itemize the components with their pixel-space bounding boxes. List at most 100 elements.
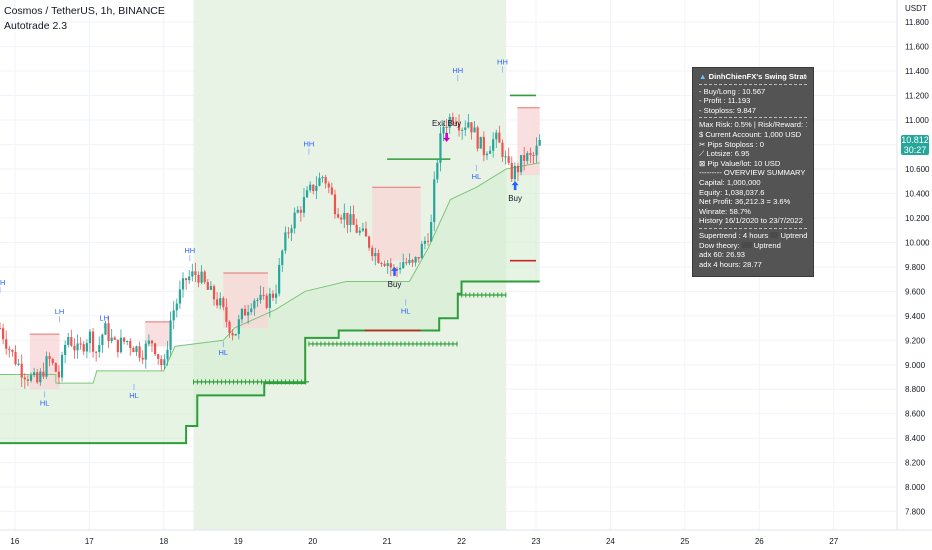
candle-body xyxy=(101,334,104,346)
resistance-zone xyxy=(372,187,421,261)
candle-body xyxy=(504,156,507,158)
price-tick-label: 9.200 xyxy=(905,336,926,345)
date-tick-label: 26 xyxy=(755,537,764,546)
swing-label-hh: HH xyxy=(304,140,315,149)
candle-body xyxy=(79,343,82,345)
symbol-title[interactable]: Cosmos / TetherUS, 1h, BINANCE xyxy=(4,5,165,17)
candle-body xyxy=(95,351,98,353)
candle-body xyxy=(271,293,275,298)
candle-body xyxy=(57,371,61,378)
last-price-tag: 10.812 30:27 xyxy=(901,134,929,155)
current-account: $ Current Account: 1,000 USD xyxy=(699,129,802,139)
candle-body xyxy=(119,337,123,353)
candle-body xyxy=(228,321,231,334)
candle-body xyxy=(113,337,116,340)
candle-body xyxy=(513,165,516,180)
adx-60: adx 60: 26.93 xyxy=(699,250,746,260)
buy-long: - Buy/Long : 10.567 xyxy=(699,86,766,96)
candle-body xyxy=(501,142,504,157)
swing-label-hl: HL xyxy=(401,307,411,316)
candle-body xyxy=(237,319,240,335)
panel-title: DinhChienFX's Swing Strategy xyxy=(708,72,807,81)
candle-body xyxy=(318,177,321,186)
adx-4h: adx 4 hours: 28.77 xyxy=(699,259,762,269)
candle-body xyxy=(247,311,250,316)
candle-body xyxy=(222,298,225,308)
candle-body xyxy=(380,262,383,264)
candle-body xyxy=(529,153,532,156)
candle-body xyxy=(293,212,296,229)
candle-body xyxy=(126,340,129,342)
buy-arrow-icon xyxy=(511,181,519,191)
candle-body xyxy=(147,340,150,344)
candle-body xyxy=(98,345,101,352)
buy-signal-label: Buy xyxy=(388,280,402,289)
date-tick-label: 25 xyxy=(680,537,689,546)
candle-body xyxy=(5,339,8,349)
price-tick-label: 8.200 xyxy=(905,459,926,468)
candle-body xyxy=(178,289,181,304)
candle-body xyxy=(361,228,364,231)
candle-body xyxy=(305,190,309,198)
net-profit: Net Profit: 36,212.3 = 3.6% xyxy=(699,197,791,207)
candle-body xyxy=(532,155,535,157)
candle-body xyxy=(395,268,399,270)
capital: Capital: 1,000,000 xyxy=(699,177,761,187)
candle-body xyxy=(243,308,247,316)
candle-body xyxy=(383,263,386,266)
dow-value: Uptrend xyxy=(753,240,781,250)
divider xyxy=(699,227,807,229)
date-tick-label: 17 xyxy=(85,537,94,546)
date-tick-label: 24 xyxy=(606,537,615,546)
candle-body xyxy=(144,343,147,360)
buy-arrow-icon xyxy=(391,266,399,276)
candle-body xyxy=(336,214,340,218)
candle-body xyxy=(60,354,64,378)
candle-body xyxy=(48,356,51,359)
candle-body xyxy=(408,259,411,264)
candle-body xyxy=(290,228,293,233)
swing-label-hh: HH xyxy=(0,278,5,287)
candle-body xyxy=(507,156,510,163)
candle-body xyxy=(299,209,302,213)
currency-label: USDT xyxy=(905,4,927,13)
candle-body xyxy=(405,262,408,264)
candle-body xyxy=(135,346,138,353)
candle-body xyxy=(231,333,234,336)
candle-body xyxy=(510,162,513,180)
candle-body xyxy=(203,271,206,283)
candle-body xyxy=(122,337,126,342)
trend-swatch-icon xyxy=(770,231,779,238)
candle-body xyxy=(209,286,213,290)
candle-body xyxy=(302,197,306,213)
candle-body xyxy=(343,212,346,220)
swing-label-hl: HL xyxy=(40,398,50,407)
date-tick-label: 21 xyxy=(383,537,392,546)
candle-body xyxy=(498,132,501,143)
equity: Equity: 1,038,037.6 xyxy=(699,187,765,197)
candle-body xyxy=(324,177,327,184)
candle-body xyxy=(2,328,5,340)
candle-body xyxy=(20,363,23,378)
candle-body xyxy=(538,140,541,146)
candle-body xyxy=(423,240,427,244)
candle-body xyxy=(535,145,538,156)
candle-body xyxy=(516,165,520,173)
candle-body xyxy=(194,271,197,275)
chart-legend: Cosmos / TetherUS, 1h, BINANCE Autotrade… xyxy=(4,4,165,34)
price-tick-label: 11.000 xyxy=(905,116,929,125)
date-tick-label: 27 xyxy=(829,537,838,546)
candle-body xyxy=(104,323,107,335)
candle-body xyxy=(467,122,470,128)
candle-body xyxy=(488,150,492,154)
price-tick-label: 11.800 xyxy=(905,18,929,27)
exit-signal-label: Exit Buy xyxy=(432,119,461,128)
candle-body xyxy=(495,132,498,140)
candle-body xyxy=(315,185,318,191)
candle-body xyxy=(309,184,312,191)
swing-label-hh: HH xyxy=(184,246,195,255)
indicator-title[interactable]: Autotrade 2.3 xyxy=(4,20,68,32)
candle-body xyxy=(411,259,414,263)
